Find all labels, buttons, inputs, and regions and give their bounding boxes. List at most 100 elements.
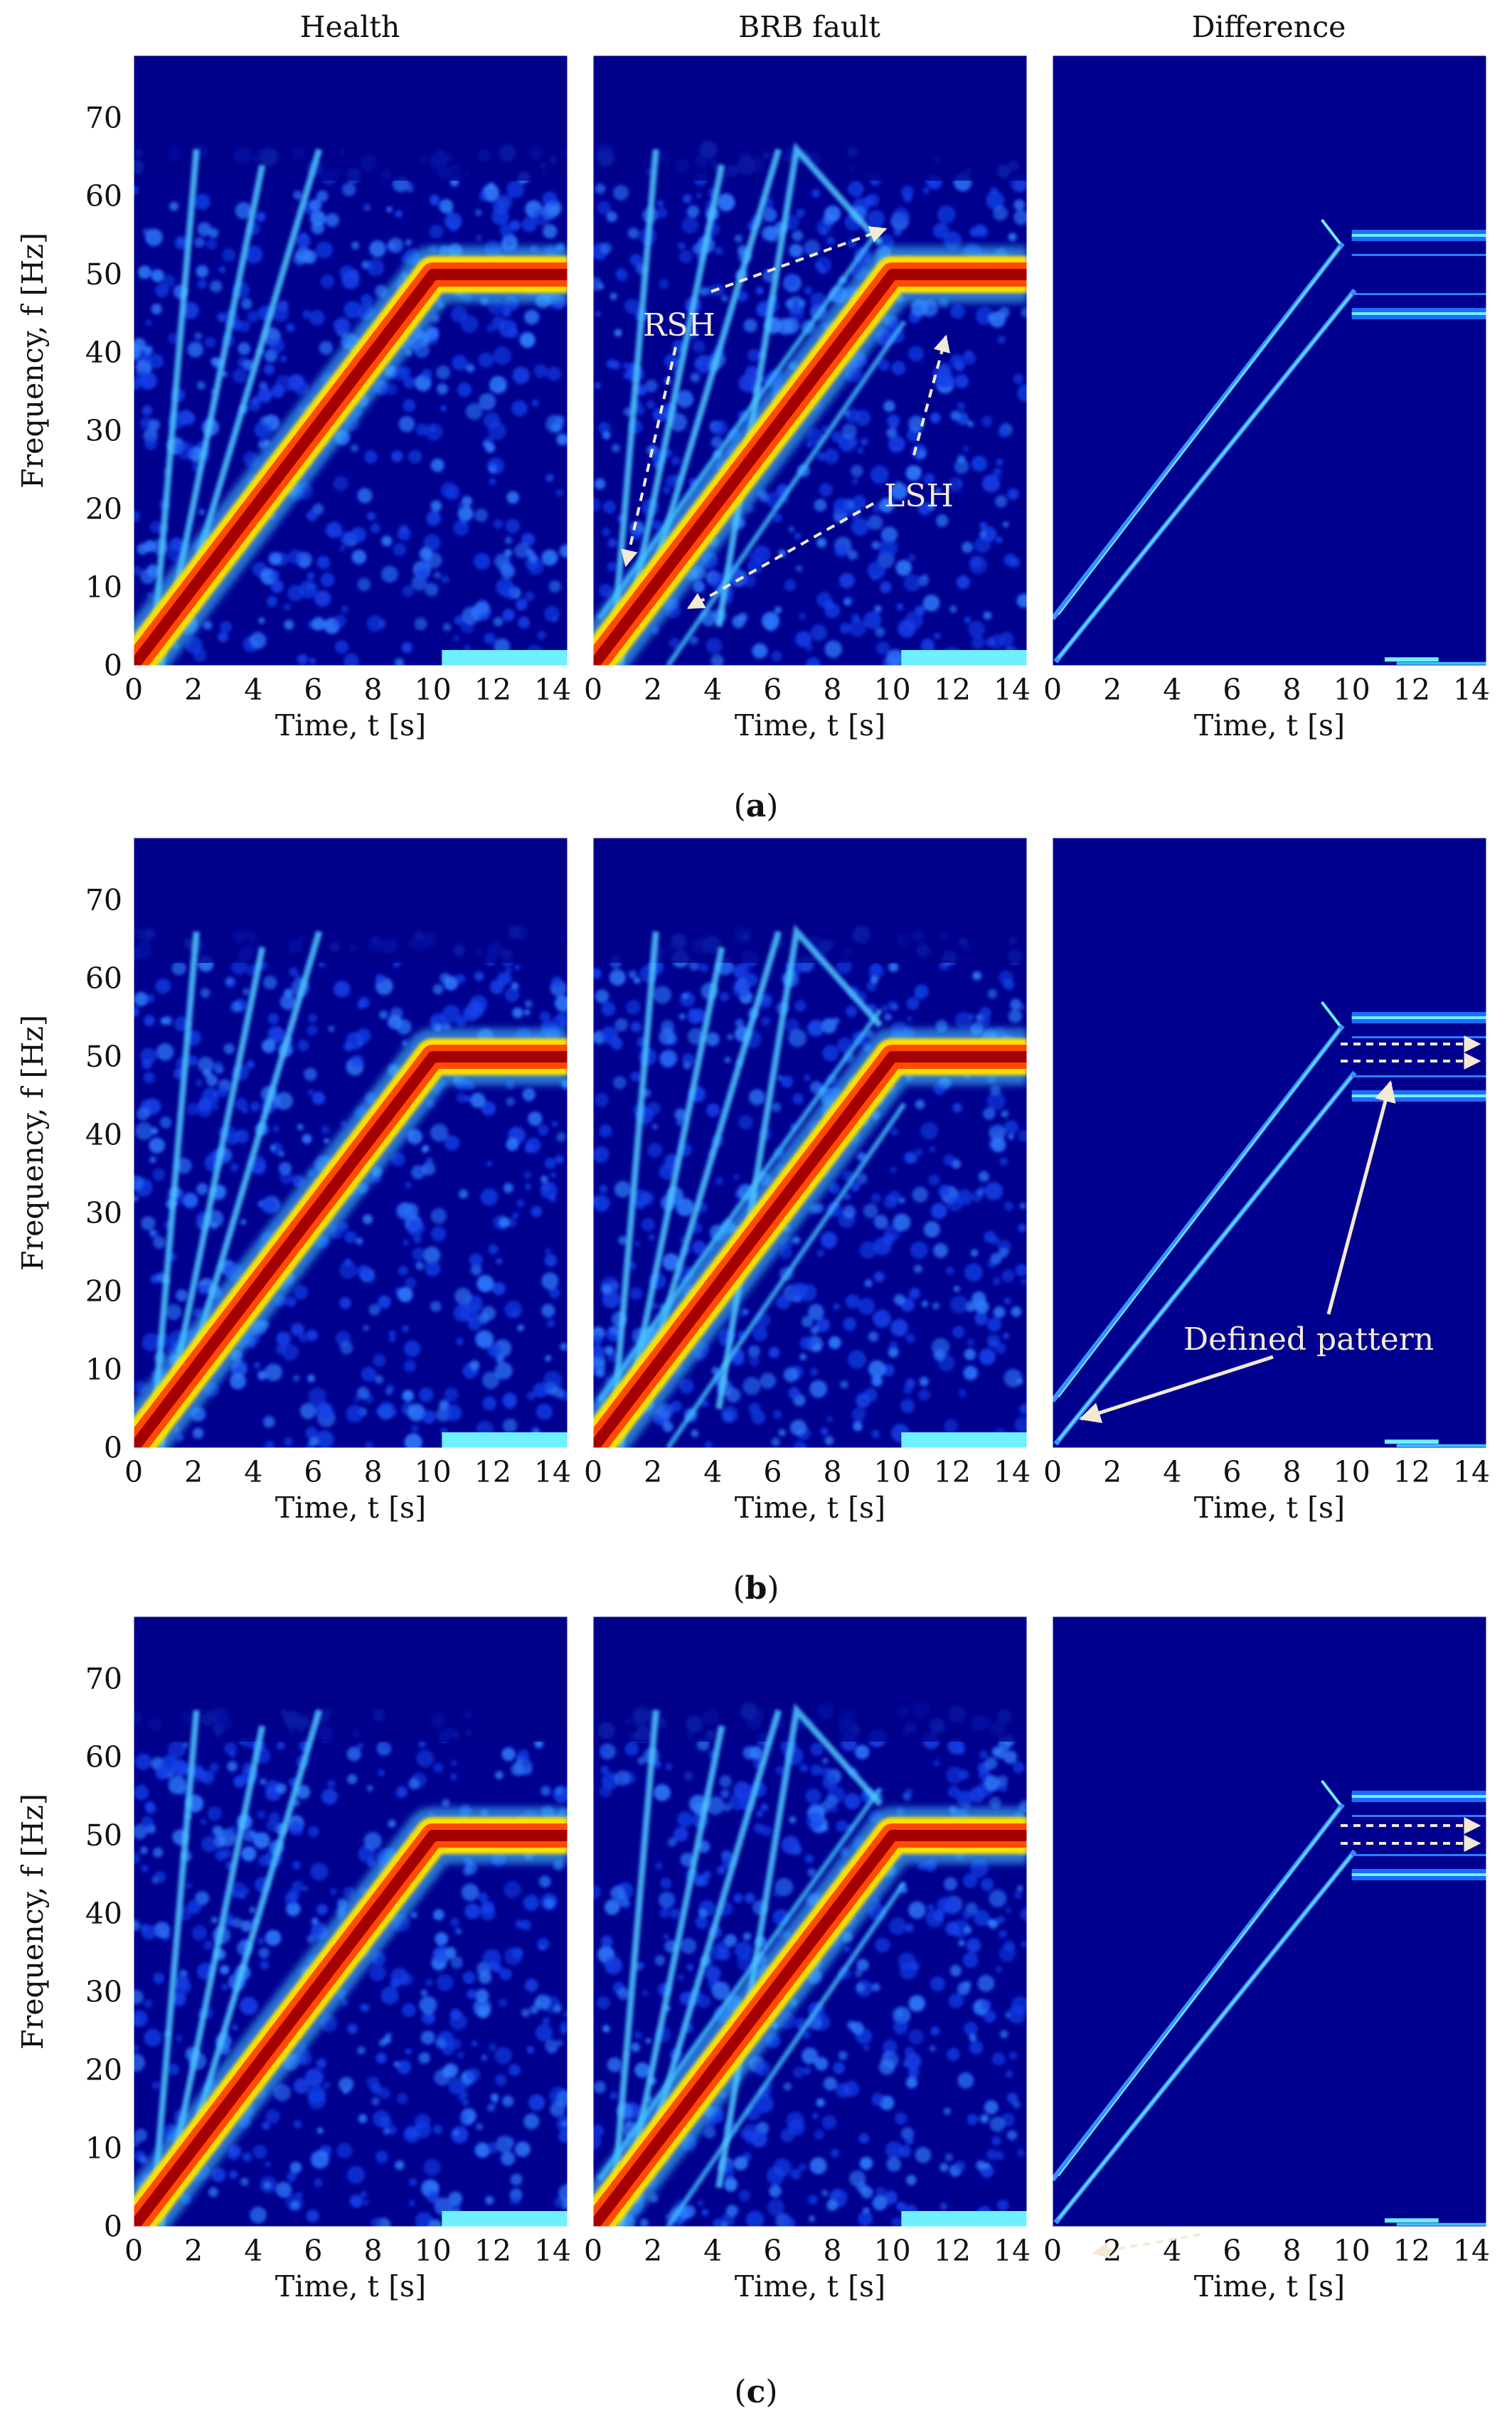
noise-blob [506,1097,515,1107]
noise-blob [688,1008,696,1016]
noise-blob [362,1214,373,1225]
noise-blob [616,269,629,282]
noise-blob [134,185,139,196]
noise-blob [999,970,1013,986]
noise-blob [363,1832,382,1850]
y-tick-label: 50 [85,1818,122,1853]
noise-blob [465,363,475,373]
x-tick-label: 12 [934,1455,971,1489]
lower-sideband-thin [1058,1854,1353,2220]
noise-blob [677,1811,693,1828]
noise-blob [819,1801,831,1813]
y-tick-label: 10 [85,1353,122,1387]
y-tick-label: 40 [85,1897,122,1931]
noise-blob [245,1060,255,1070]
noise-blob [1018,1129,1027,1142]
noise-blob [814,2129,825,2141]
harmonic-ridge [610,931,659,1417]
noise-blob [278,1161,292,1176]
noise-blob [792,230,804,242]
noise-blob [302,310,312,319]
noise-blob [456,1092,467,1104]
dc-strip [901,2211,1027,2227]
noise-blob [209,1762,220,1773]
noise-blob [884,1013,892,1021]
noise-blob [270,570,280,580]
noise-blob [553,2004,562,2013]
noise-blob [414,2114,431,2130]
noise-blob [517,1324,525,1331]
noise-blob [792,2066,805,2079]
noise-blob [698,1908,708,1918]
noise-blob [908,1995,925,2012]
noise-blob [206,1074,218,1087]
noise-blob [611,443,621,453]
noise-blob [597,283,605,290]
defined-pattern-arrow-up [1326,1080,1396,1315]
noise-blob [339,1296,351,1309]
y-tick-label: 30 [85,1975,122,2009]
noise-blob [451,2126,469,2143]
noise-blob [979,1348,996,1365]
noise-blob [551,976,563,988]
noise-blob [191,1925,208,1941]
noise-blob [387,1014,403,1030]
noise-blob [257,1370,267,1380]
noise-blob [556,1131,566,1142]
noise-blob [872,503,882,513]
noise-blob [917,449,927,459]
noise-blob [284,1437,293,1447]
noise-blob [356,1387,370,1400]
noise-blob [806,1812,824,1830]
noise-blob [546,366,562,381]
noise-blob [944,1419,958,1433]
noise-blob [293,190,303,200]
noise-blob [143,1072,155,1084]
noise-blob [425,1978,434,1987]
noise-blob [265,1929,282,1946]
noise-blob [309,1437,319,1447]
noise-blob [415,2212,433,2227]
noise-blob [134,1852,141,1865]
noise-blob [690,373,701,383]
noise-blob [194,237,205,248]
noise-blob [923,1221,941,1238]
noise-blob [970,1249,979,1257]
noise-blob [269,338,285,353]
noise-blob [316,2127,324,2134]
noise-blob [304,1067,317,1081]
noise-blob [821,1018,837,1034]
noise-blob [347,2023,358,2035]
noise-blob [524,309,540,325]
plot-frame [1052,55,1487,666]
noise-blob [363,203,371,212]
noise-blob [821,2115,837,2130]
noise-blob [546,1319,555,1328]
noise-blob [997,2199,1009,2212]
noise-blob [363,2199,370,2206]
noise-blob [706,637,723,654]
x-tick-label: 14 [534,673,571,707]
noise-blob [866,981,877,992]
noise-blob [373,1353,386,1367]
noise-blob [872,2195,888,2211]
noise-blob [393,2061,400,2067]
noise-blob [871,540,880,550]
noise-blob [418,1387,434,1402]
noise-blob [499,1217,510,1228]
noise-blob [416,1749,435,1767]
noise-blob [336,2142,353,2159]
noise-blob [824,448,839,464]
noise-blob [883,2190,898,2205]
noise-blob [954,459,969,474]
noise-blob [593,1146,609,1163]
noise-blob [366,258,385,277]
noise-blob [471,2040,477,2047]
plot-area [134,55,568,666]
noise-blob [287,2172,297,2182]
noise-blob [350,526,366,543]
noise-blob [397,1202,413,1218]
x-tick-label: 0 [584,673,602,707]
noise-blob [678,250,693,264]
